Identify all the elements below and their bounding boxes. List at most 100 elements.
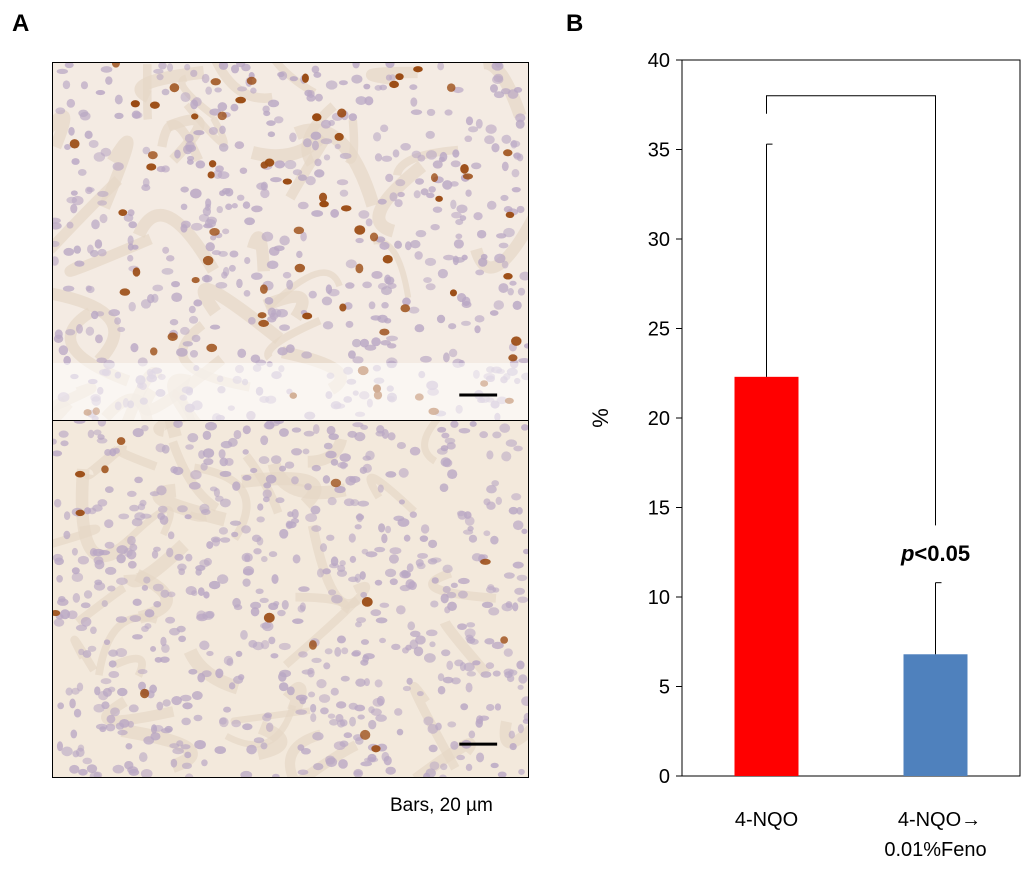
nucleus	[516, 507, 523, 515]
ihc-high-staining-micrograph	[53, 63, 528, 420]
nucleus	[153, 601, 162, 608]
nucleus	[327, 713, 336, 719]
nucleus	[143, 576, 151, 584]
nucleus	[449, 181, 459, 187]
nucleus	[442, 564, 453, 574]
nucleus	[352, 356, 364, 364]
nucleus	[352, 338, 362, 348]
nucleus	[328, 288, 340, 297]
nucleus	[326, 425, 336, 435]
nucleus	[279, 465, 287, 472]
stained-nucleus	[308, 640, 317, 650]
nucleus	[100, 678, 112, 685]
nucleus	[160, 727, 173, 734]
nucleus	[85, 326, 95, 336]
nucleus	[170, 466, 178, 474]
nucleus	[97, 190, 109, 197]
stained-nucleus	[503, 149, 513, 157]
nucleus	[289, 132, 297, 143]
nucleus	[56, 574, 63, 583]
nucleus	[511, 169, 520, 178]
stained-nucleus	[74, 470, 86, 478]
nucleus	[343, 498, 355, 507]
nucleus	[220, 440, 233, 449]
nucleus	[71, 547, 78, 556]
nucleus	[501, 602, 513, 612]
nucleus	[448, 323, 457, 330]
stained-nucleus	[132, 267, 141, 277]
nucleus	[261, 231, 274, 242]
stained-nucleus	[116, 437, 126, 446]
nucleus	[494, 253, 506, 264]
nucleus	[112, 764, 125, 774]
nucleus	[100, 66, 113, 73]
nucleus	[444, 437, 456, 444]
nucleus	[396, 728, 404, 736]
stained-nucleus	[371, 745, 381, 753]
nucleus	[457, 510, 468, 520]
stroma-fiber	[153, 421, 187, 437]
nucleus	[85, 186, 93, 195]
nucleus	[512, 561, 524, 569]
nucleus	[487, 584, 495, 591]
nucleus	[201, 759, 208, 767]
nucleus	[215, 282, 228, 289]
nucleus	[166, 255, 175, 262]
nucleus	[108, 649, 119, 657]
nucleus	[345, 320, 354, 328]
nucleus	[251, 205, 263, 213]
nucleus	[375, 714, 387, 722]
nucleus	[140, 769, 153, 777]
nucleus	[65, 687, 73, 696]
nucleus	[512, 300, 522, 310]
nucleus	[355, 737, 364, 745]
nucleus	[219, 470, 232, 477]
x-tick-label: 4-NQO→	[898, 809, 981, 831]
nucleus	[187, 432, 199, 443]
nucleus	[416, 691, 424, 697]
nucleus	[205, 242, 215, 252]
nucleus	[479, 431, 489, 439]
nucleus	[70, 203, 78, 214]
nucleus	[330, 458, 339, 466]
nucleus	[392, 149, 400, 158]
stroma-fiber	[164, 421, 182, 439]
nucleus	[137, 668, 148, 675]
nucleus	[161, 267, 174, 275]
nucleus	[95, 723, 108, 730]
nucleus	[335, 701, 347, 709]
y-tick-label: 35	[648, 140, 670, 162]
nucleus	[113, 447, 120, 454]
nucleus	[297, 201, 309, 210]
nucleus	[323, 442, 333, 450]
nucleus	[395, 179, 406, 187]
nucleus	[362, 281, 372, 289]
nucleus	[466, 622, 476, 628]
nucleus	[167, 531, 175, 540]
stained-nucleus	[246, 76, 257, 85]
stained-nucleus	[167, 332, 178, 341]
nucleus	[250, 607, 260, 617]
bar	[734, 376, 799, 776]
nucleus	[128, 704, 139, 713]
nucleus	[423, 716, 434, 726]
nucleus	[521, 696, 528, 707]
nucleus	[319, 543, 328, 552]
nucleus	[214, 87, 222, 93]
nucleus	[435, 722, 442, 731]
nucleus	[394, 708, 403, 716]
nucleus	[90, 626, 97, 635]
nucleus	[176, 347, 188, 357]
nucleus	[365, 218, 373, 227]
nucleus	[97, 200, 108, 206]
nucleus	[501, 260, 509, 269]
nucleus	[97, 248, 107, 257]
nucleus	[127, 235, 134, 246]
y-tick-label: 0	[659, 766, 670, 788]
nucleus	[71, 567, 80, 575]
nucleus	[219, 498, 231, 508]
nucleus	[396, 441, 406, 450]
nucleus	[77, 744, 85, 752]
nucleus	[379, 241, 390, 250]
nucleus	[334, 143, 341, 150]
